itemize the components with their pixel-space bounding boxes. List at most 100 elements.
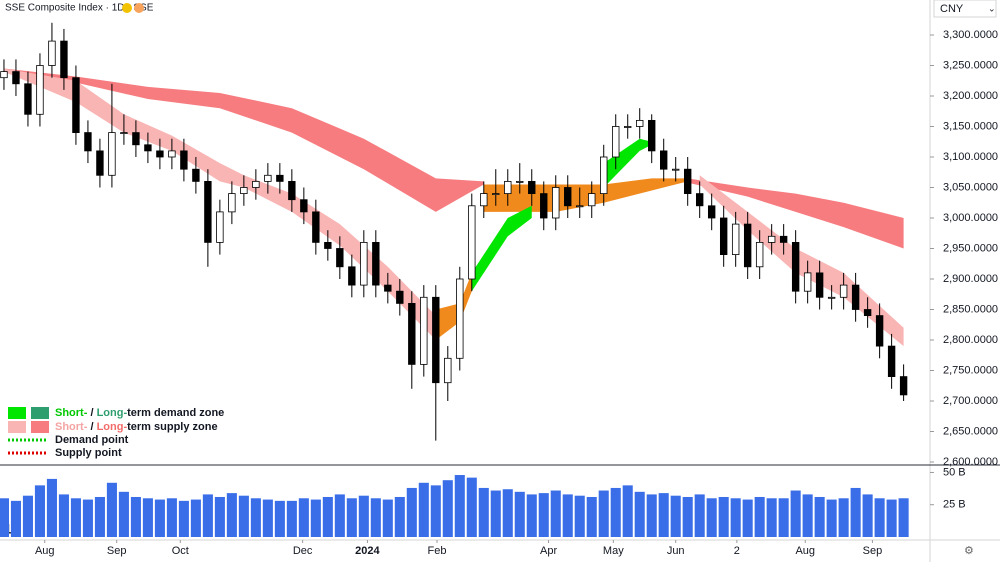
- x-tick-label: Apr: [540, 545, 557, 557]
- volume-bar: [130, 496, 141, 537]
- candle-body: [636, 119, 644, 127]
- volume-bar: [274, 500, 285, 537]
- legend-text-part: Short-: [55, 421, 88, 433]
- volume-bar: [142, 498, 153, 537]
- candle-body: [372, 241, 380, 286]
- x-tick-label: Jun: [667, 545, 685, 557]
- legend-text-part: Long-: [97, 421, 128, 433]
- zone-band: [603, 138, 652, 188]
- volume-bar: [646, 494, 657, 537]
- legend-swatch: [8, 421, 26, 433]
- volume-bar: [334, 494, 345, 537]
- candle-body: [240, 187, 248, 194]
- y-tick-label: 3,150.0000: [943, 120, 998, 132]
- y-tick-label: 3,300.0000: [943, 29, 998, 41]
- candle-body: [827, 296, 836, 299]
- volume-bar: [742, 499, 753, 537]
- volume-bar: [898, 498, 909, 537]
- candle-body: [683, 168, 692, 194]
- legend-text-part: /: [87, 407, 96, 419]
- candle-body: [252, 180, 260, 188]
- v-tick-label: 25 B: [943, 499, 966, 511]
- volume-bar: [874, 498, 885, 537]
- zone-band: [3, 68, 484, 212]
- candle-body: [576, 205, 584, 208]
- y-tick-label: 2,600.0000: [943, 456, 998, 468]
- volume-bar: [610, 487, 621, 537]
- candle-body: [312, 211, 320, 243]
- delay-badge[interactable]: [134, 3, 144, 13]
- candle-body: [480, 193, 488, 207]
- volume-bar: [478, 487, 489, 537]
- legend-text-part: Long-: [97, 407, 128, 419]
- candle-body: [791, 241, 800, 292]
- candle-body: [767, 235, 776, 243]
- candle-body: [264, 174, 272, 182]
- candle-body: [731, 223, 740, 255]
- volume-bar: [550, 490, 561, 537]
- candle-body: [276, 174, 284, 182]
- volume-bar: [370, 498, 381, 537]
- legend-label: Supply point: [55, 447, 122, 459]
- legend-label: Demand point: [55, 434, 129, 446]
- volume-bar: [850, 487, 861, 537]
- y-tick-label: 2,950.0000: [943, 242, 998, 254]
- volume-bar: [262, 499, 273, 537]
- volume-bar: [226, 493, 237, 537]
- volume-bar: [106, 482, 117, 537]
- candle-body: [204, 180, 212, 243]
- y-tick-label: 2,850.0000: [943, 303, 998, 315]
- candle-body: [36, 65, 44, 115]
- x-tick-label: Aug: [35, 545, 55, 557]
- volume-bar: [502, 489, 513, 537]
- market-status[interactable]: [122, 3, 132, 13]
- candle-body: [648, 119, 656, 152]
- volume-bar: [730, 498, 741, 537]
- candle-body: [504, 180, 512, 194]
- candle-body: [48, 40, 56, 66]
- legend-text-part: term supply zone: [127, 421, 217, 433]
- volume-bars: [0, 475, 909, 537]
- candle-body: [168, 150, 176, 158]
- volume-bar: [358, 495, 369, 537]
- candle-body: [24, 83, 32, 115]
- candle-body: [456, 278, 464, 359]
- volume-bar: [118, 491, 129, 537]
- candle-body: [743, 223, 752, 268]
- candle-body: [216, 211, 224, 243]
- volume-bar: [514, 491, 525, 537]
- candle-body: [288, 180, 296, 201]
- y-tick-label: 2,750.0000: [943, 364, 998, 376]
- currency-box[interactable]: [933, 0, 997, 18]
- dropdown-icon[interactable]: ⌄: [988, 3, 996, 13]
- y-tick-label: 3,050.0000: [943, 181, 998, 193]
- v-tick-label: 50 B: [943, 466, 966, 478]
- candle-body: [779, 235, 788, 243]
- volume-bar: [670, 495, 681, 537]
- candle-body: [516, 180, 524, 183]
- volume-bar: [202, 494, 213, 537]
- y-tick-label: 2,650.0000: [943, 425, 998, 437]
- candle-body: [839, 284, 848, 298]
- volume-bar: [0, 498, 9, 537]
- candle-body: [755, 241, 764, 268]
- legend-text-part: Short-: [55, 407, 88, 419]
- candle-body: [396, 290, 404, 304]
- x-tick-label: Sep: [107, 545, 127, 557]
- volume-bar: [70, 498, 81, 537]
- settings-icon[interactable]: ⚙: [964, 545, 974, 557]
- candle-body: [12, 71, 20, 85]
- volume-bar: [178, 500, 189, 537]
- volume-bar: [634, 491, 645, 537]
- volume-bar: [598, 490, 609, 537]
- volume-bar: [778, 498, 789, 537]
- volume-bar: [346, 498, 357, 537]
- volume-bar: [862, 494, 873, 537]
- candle-body: [540, 193, 548, 219]
- candle-body: [851, 284, 860, 310]
- y-tick-label: 3,250.0000: [943, 59, 998, 71]
- volume-bar: [454, 475, 465, 537]
- volume-bar: [394, 496, 405, 537]
- legend-swatch: [8, 407, 26, 419]
- volume-bar: [58, 494, 69, 537]
